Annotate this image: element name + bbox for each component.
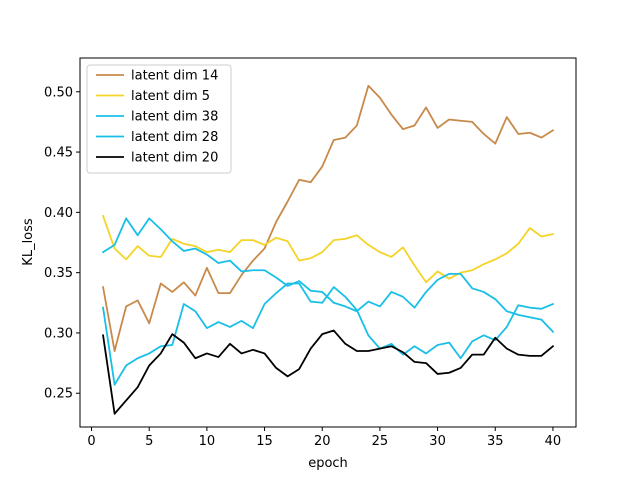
y-tick-label: 0.50 — [44, 85, 73, 100]
legend: latent dim 14 latent dim 5 latent dim 38 la… — [86, 64, 232, 174]
series-line-5 — [102, 329, 555, 415]
y-axis-label: KL_loss — [21, 218, 36, 266]
y-tick-label: 0.30 — [44, 326, 73, 341]
x-axis: 0 5 10 15 20 25 30 35 40 — [87, 427, 561, 449]
plot-area-frame — [79, 57, 577, 428]
legend-label-1: latent dim 14 — [131, 69, 218, 84]
y-tick-label: 0.40 — [44, 206, 73, 221]
series-layer — [101, 84, 555, 415]
legend-box — [86, 64, 232, 174]
x-tick-label: 10 — [199, 434, 216, 449]
x-tick-label: 30 — [429, 434, 446, 449]
x-tick-label: 5 — [145, 434, 153, 449]
legend-label-5: latent dim 20 — [131, 151, 218, 166]
x-axis-label: epoch — [308, 456, 348, 471]
x-tick-label: 35 — [487, 434, 504, 449]
x-tick-label: 40 — [545, 434, 562, 449]
series-line-2 — [101, 214, 554, 284]
x-tick-label: 15 — [256, 434, 273, 449]
y-axis: 0.25 0.30 0.35 0.40 0.45 0.50 — [44, 85, 80, 402]
x-tick-label: 20 — [314, 434, 331, 449]
series-line-4 — [102, 282, 555, 386]
x-tick-label: 25 — [372, 434, 389, 449]
legend-label-2: latent dim 5 — [131, 89, 210, 104]
y-tick-label: 0.25 — [44, 387, 73, 402]
x-tick-label: 0 — [87, 434, 95, 449]
legend-items: latent dim 14 latent dim 5 latent dim 38 la… — [96, 69, 218, 166]
legend-label-3: latent dim 38 — [131, 110, 218, 125]
legend-label-4: latent dim 28 — [131, 130, 218, 145]
y-tick-label: 0.35 — [44, 266, 73, 281]
y-tick-label: 0.45 — [44, 146, 73, 161]
series-line-1 — [102, 84, 555, 352]
series-line-3 — [101, 217, 555, 334]
